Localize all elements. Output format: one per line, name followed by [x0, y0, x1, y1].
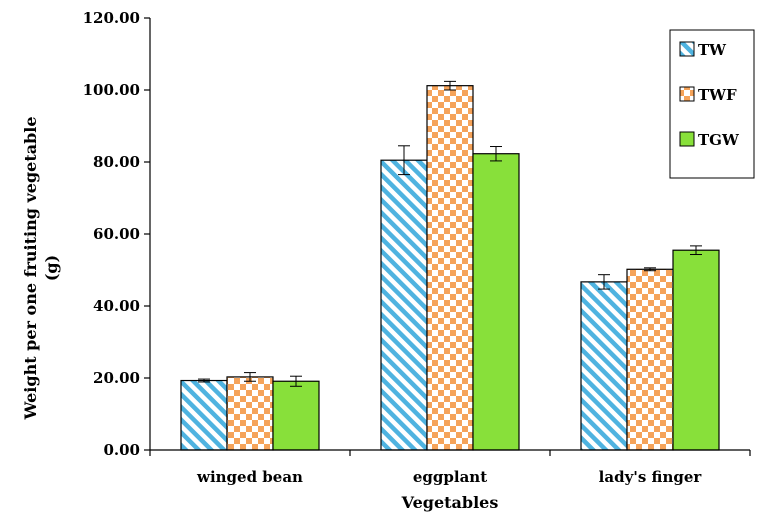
bar-twf	[226, 376, 274, 451]
y-tick-label: 40.00	[93, 297, 140, 315]
bars	[180, 80, 720, 451]
bar-tgw	[472, 153, 520, 451]
legend-label-tgw: TGW	[698, 131, 740, 149]
y-axis: 0.00 20.00 40.00 60.00 80.00 100.00 120.00	[83, 9, 151, 459]
x-category-label: lady's finger	[599, 468, 703, 486]
legend-swatch-tgw	[679, 131, 695, 147]
x-category-label: winged bean	[196, 468, 303, 486]
y-axis-title-unit: (g)	[42, 255, 61, 281]
y-axis-title: Weight per one fruiting vegetable	[21, 116, 40, 420]
bar-tgw	[272, 380, 320, 451]
bar-twf	[626, 268, 674, 451]
bar-tw	[180, 379, 228, 451]
y-tick-label: 20.00	[93, 369, 140, 387]
legend-swatch-twf	[679, 86, 695, 102]
x-axis: winged bean eggplant lady's finger	[149, 449, 751, 486]
bar-tgw	[672, 249, 720, 451]
y-tick-label: 120.00	[83, 9, 140, 27]
y-tick-label: 80.00	[93, 153, 140, 171]
legend-label-tw: TW	[698, 41, 727, 59]
bar-twf	[426, 85, 474, 451]
x-axis-title: Vegetables	[401, 493, 499, 512]
x-category-label: eggplant	[413, 468, 487, 486]
y-tick-label: 0.00	[103, 441, 140, 459]
bar-tw	[580, 281, 628, 451]
legend: TW TWF TGW	[669, 29, 755, 179]
y-tick-label: 60.00	[93, 225, 140, 243]
y-tick-label: 100.00	[83, 81, 140, 99]
bar-tw	[380, 159, 428, 451]
legend-swatch-tw	[679, 41, 695, 57]
legend-label-twf: TWF	[698, 86, 737, 104]
